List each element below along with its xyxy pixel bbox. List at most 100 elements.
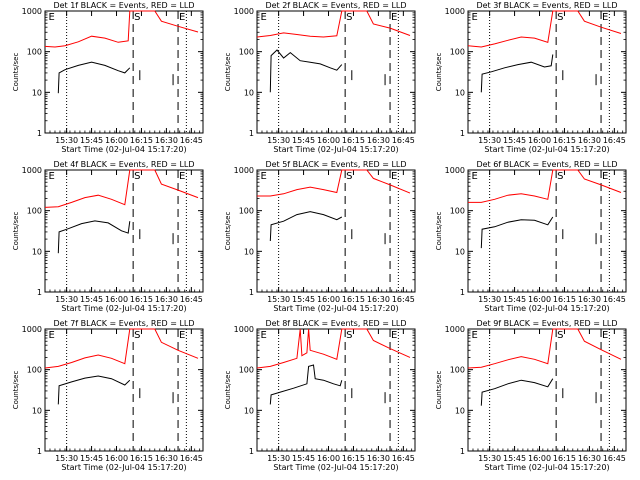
event-marker-label: E [260, 171, 266, 182]
event-marker-label: S [134, 330, 140, 341]
x-tick-label: 15:45 [80, 136, 103, 145]
event-marker-label: S [557, 330, 563, 341]
y-tick-label: 1 [249, 447, 254, 456]
y-tick-label: 1 [460, 288, 465, 297]
plot-frame [44, 10, 204, 134]
y-tick-label: 100 [239, 366, 254, 375]
y-tick-label: 1 [460, 447, 465, 456]
lld-series-line [44, 328, 199, 369]
x-tick-label: 16:45 [603, 454, 626, 463]
y-tick-label: 10 [455, 88, 465, 97]
event-marker-label: S [557, 171, 563, 182]
events-series-line [57, 375, 131, 405]
x-tick-label: 15:45 [292, 136, 315, 145]
event-marker-label: E [391, 171, 397, 182]
x-tick-label: 16:30 [367, 136, 390, 145]
y-tick-label: 1000 [22, 7, 42, 16]
event-marker-label: E [471, 171, 477, 182]
lld-series-line [468, 169, 622, 203]
y-tick-label: 10 [32, 406, 42, 415]
y-axis-label: Counts/sec [224, 212, 232, 251]
x-axis-label: Start Time (02-Jul-04 15:17:20) [273, 463, 398, 472]
y-tick-label: 10 [455, 406, 465, 415]
x-tick-label: 15:30 [55, 295, 78, 304]
x-tick-label: 16:45 [603, 136, 626, 145]
x-tick-label: 16:15 [553, 295, 576, 304]
x-axis-label: Start Time (02-Jul-04 15:17:20) [61, 463, 186, 472]
x-tick-label: 15:30 [267, 295, 290, 304]
y-tick-label: 10 [32, 88, 42, 97]
x-tick-label: 16:15 [342, 136, 365, 145]
y-tick-label: 1 [37, 288, 42, 297]
event-marker-label: S [134, 12, 140, 23]
x-tick-label: 16:00 [317, 454, 340, 463]
y-tick-label: 1000 [234, 7, 254, 16]
x-tick-label: 16:45 [603, 295, 626, 304]
x-axis-label: Start Time (02-Jul-04 15:17:20) [484, 463, 609, 472]
x-axis-label: Start Time (02-Jul-04 15:17:20) [484, 145, 609, 154]
event-marker-label: E [179, 12, 185, 23]
event-marker-label: E [179, 330, 185, 341]
y-tick-label: 100 [27, 207, 42, 216]
y-tick-label: 10 [244, 247, 254, 256]
y-tick-label: 100 [450, 48, 465, 57]
x-tick-label: 16:45 [180, 136, 203, 145]
x-axis-label: Start Time (02-Jul-04 15:17:20) [273, 145, 398, 154]
event-marker-label: E [602, 171, 608, 182]
x-tick-label: 16:00 [317, 295, 340, 304]
y-tick-label: 1 [37, 129, 42, 138]
y-axis-label: Counts/sec [12, 212, 20, 251]
events-series-line [57, 61, 131, 94]
x-tick-label: 16:45 [392, 136, 415, 145]
x-axis-label: Start Time (02-Jul-04 15:17:20) [273, 304, 398, 313]
y-tick-label: 1000 [445, 325, 465, 334]
x-axis-label: Start Time (02-Jul-04 15:17:20) [61, 145, 186, 154]
x-tick-label: 15:30 [55, 136, 78, 145]
chart-panel-7: Det 7f BLACK = Events, RED = LLD 1 10 100 10… [12, 319, 204, 472]
x-tick-label: 15:30 [478, 295, 501, 304]
y-tick-label: 100 [27, 366, 42, 375]
y-tick-label: 10 [244, 406, 254, 415]
y-tick-label: 10 [455, 247, 465, 256]
x-tick-label: 15:30 [478, 136, 501, 145]
plot-frame [256, 169, 416, 293]
y-tick-label: 1000 [22, 325, 42, 334]
x-tick-label: 15:45 [292, 454, 315, 463]
x-axis-label: Start Time (02-Jul-04 15:17:20) [61, 304, 186, 313]
y-axis-label: Counts/sec [435, 371, 443, 410]
x-tick-label: 16:00 [528, 295, 551, 304]
chart-panel-2: Det 2f BLACK = Events, RED = LLD 1 10 100 10… [224, 1, 416, 154]
chart-title: Det 3f BLACK = Events, RED = LLD [476, 1, 617, 10]
x-tick-label: 16:30 [155, 295, 178, 304]
x-tick-label: 16:45 [180, 295, 203, 304]
events-series-line [57, 220, 131, 254]
x-tick-label: 15:30 [55, 454, 78, 463]
y-tick-label: 1 [37, 447, 42, 456]
chart-panel-8: Det 8f BLACK = Events, RED = LLD 1 10 100 10… [224, 319, 416, 472]
event-marker-label: E [260, 12, 266, 23]
x-tick-label: 15:45 [503, 136, 526, 145]
lld-series-line [467, 10, 622, 48]
event-marker-label: E [471, 12, 477, 23]
plot-frame [256, 328, 416, 452]
event-marker-label: E [179, 171, 185, 182]
x-tick-label: 16:00 [105, 136, 128, 145]
plot-frame [467, 169, 627, 293]
y-axis-label: Counts/sec [12, 371, 20, 410]
x-tick-label: 15:30 [267, 136, 290, 145]
x-tick-label: 16:15 [553, 454, 576, 463]
chart-title: Det 8f BLACK = Events, RED = LLD [265, 319, 406, 328]
x-tick-label: 16:15 [130, 136, 153, 145]
y-tick-label: 1000 [22, 166, 42, 175]
plot-frame [44, 169, 204, 293]
y-tick-label: 1000 [445, 166, 465, 175]
plot-frame [44, 328, 204, 452]
x-tick-label: 16:45 [392, 295, 415, 304]
chart-panel-4: Det 4f BLACK = Events, RED = LLD 1 10 100 10… [12, 160, 204, 313]
x-tick-label: 16:30 [367, 454, 390, 463]
event-marker-label: S [346, 330, 352, 341]
x-tick-label: 16:30 [578, 136, 601, 145]
lld-series-line [256, 328, 411, 369]
y-tick-label: 100 [450, 366, 465, 375]
x-tick-label: 16:30 [155, 136, 178, 145]
